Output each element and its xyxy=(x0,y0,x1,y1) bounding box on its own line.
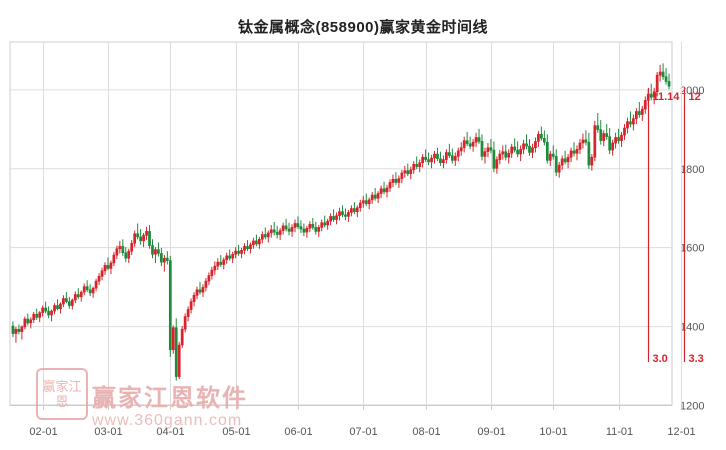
y-axis-tick-label: 1800 xyxy=(680,164,704,176)
page-title: 钛金属概念(858900)赢家黄金时间线 xyxy=(237,19,489,36)
candle-series xyxy=(11,63,671,381)
x-axis-tick-label: 07-01 xyxy=(349,426,377,438)
x-axis-tick-label: 12-01 xyxy=(667,426,695,438)
x-axis-tick-label: 09-01 xyxy=(477,426,505,438)
x-axis-tick-label: 05-01 xyxy=(222,426,250,438)
x-axis-tick-label: 08-01 xyxy=(412,426,440,438)
x-axis-tick-label: 11-01 xyxy=(606,426,633,438)
marker-left-bottom-label: 3.0 xyxy=(653,353,668,365)
marker-right-top-label: 12 xyxy=(689,91,701,103)
x-axis-tick-label: 02-01 xyxy=(29,426,57,438)
x-axis-tick-label: 06-01 xyxy=(284,426,312,438)
x-axis-tick-label: 04-01 xyxy=(156,426,184,438)
y-axis-tick-label: 1200 xyxy=(680,401,704,413)
y-axis-tick-label: 1400 xyxy=(680,322,704,334)
marker-left-top-label: 11.14 xyxy=(653,91,681,103)
x-axis-tick-label: 10-01 xyxy=(539,426,567,438)
y-axis-tick-label: 1600 xyxy=(680,243,704,255)
marker-right-bottom-label: 3.3 xyxy=(689,353,704,365)
y-axis-tick-label: 2000 xyxy=(680,85,704,97)
x-axis-tick-label: 03-01 xyxy=(94,426,122,438)
